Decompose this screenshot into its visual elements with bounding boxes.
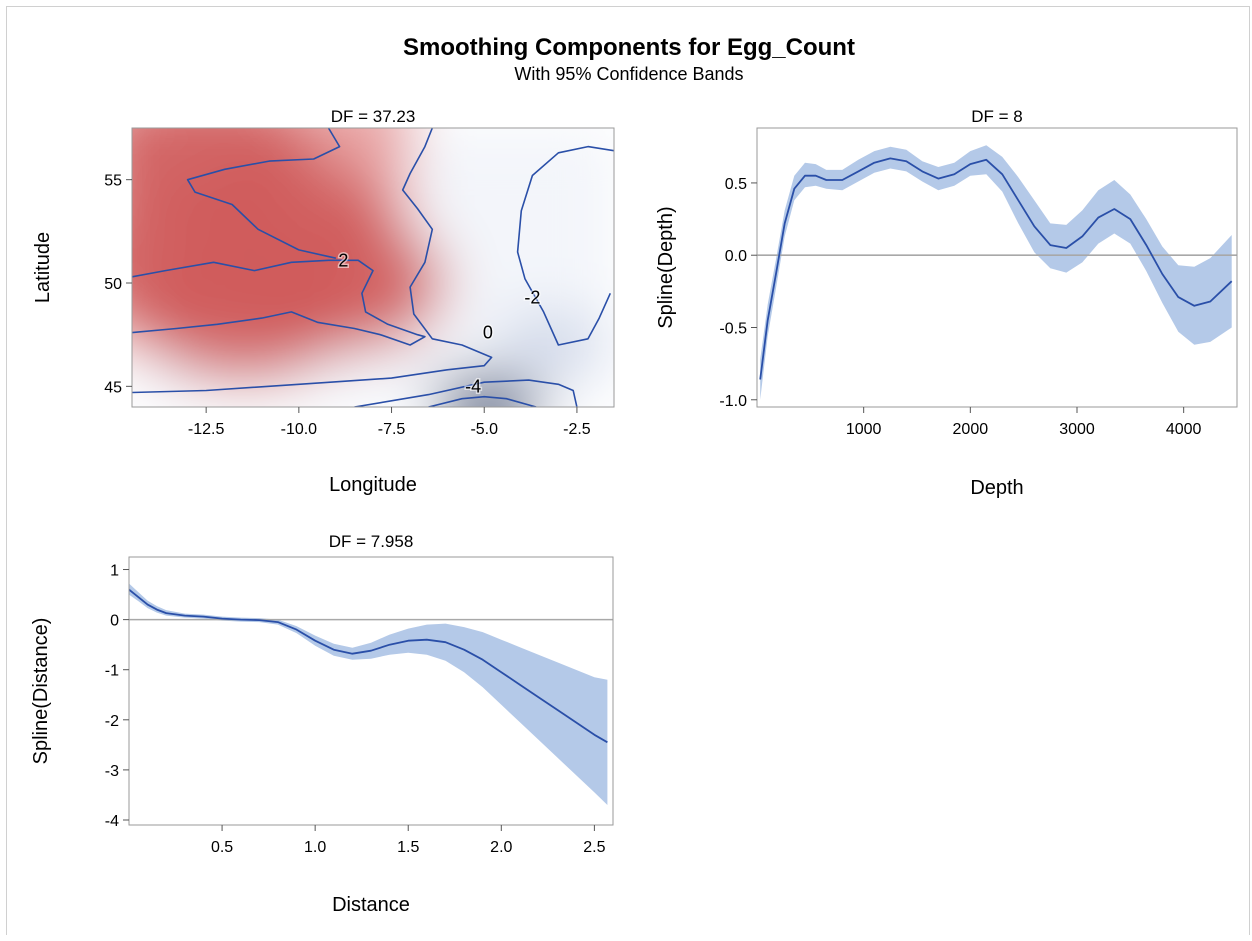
contour-label: 2 bbox=[338, 250, 348, 270]
contour-label: -2 bbox=[524, 287, 540, 307]
spline-curve bbox=[129, 588, 608, 744]
y-tick-label: -4 bbox=[105, 813, 119, 830]
x-tick-label: -10.0 bbox=[281, 421, 318, 438]
figure-title: Smoothing Components for Egg_Count bbox=[403, 34, 855, 61]
x-tick-label: -12.5 bbox=[188, 421, 225, 438]
contour-label: -4 bbox=[465, 376, 481, 396]
spline-curve bbox=[759, 157, 1233, 380]
x-tick-label: 2.0 bbox=[490, 839, 512, 856]
y-axis-label: Spline(Depth) bbox=[655, 206, 677, 328]
figure-frame: Smoothing Components for Egg_Count With … bbox=[6, 6, 1250, 935]
plot-area: 2 0 -2 -4 bbox=[132, 128, 614, 407]
y-tick-label: 55 bbox=[104, 173, 122, 190]
y-axis-label: Latitude bbox=[32, 232, 54, 303]
y-tick-label: 0.0 bbox=[725, 248, 747, 265]
heatmap-panel-longitude-latitude: DF = 37.23 2 0 -2 -4 -12.5 -10.0 -7.5 -5.0 -2.5 45… bbox=[32, 107, 615, 496]
x-tick-label: 1.0 bbox=[304, 839, 326, 856]
x-tick-label: 3000 bbox=[1059, 421, 1095, 438]
contour-line bbox=[186, 128, 341, 259]
heatmap-low-region bbox=[495, 314, 606, 371]
x-axis-label: Longitude bbox=[329, 474, 417, 496]
y-tick-label: 0 bbox=[110, 613, 119, 630]
y-tick-label: -1.0 bbox=[719, 393, 747, 410]
contour-line bbox=[132, 259, 426, 346]
figure-canvas: Smoothing Components for Egg_Count With … bbox=[30, 34, 1238, 916]
plot-frame bbox=[128, 556, 614, 826]
y-axis-label: Spline(Distance) bbox=[30, 618, 52, 765]
contour-line bbox=[516, 145, 614, 346]
heatmap-high-region bbox=[170, 151, 391, 291]
y-tick-label: 0.5 bbox=[725, 176, 747, 193]
plot-frame bbox=[131, 127, 615, 408]
contour-label: 0 bbox=[483, 323, 493, 343]
plot-area bbox=[757, 128, 1237, 407]
line-panel-depth: DF = 8 1000 2000 3000 4000 0.5 0.0 -0.5 -1.0 Dept… bbox=[655, 107, 1238, 499]
panel-title: DF = 37.23 bbox=[331, 107, 416, 126]
x-tick-label: 2.5 bbox=[583, 839, 605, 856]
contour-line bbox=[354, 379, 578, 407]
y-tick-label: -2 bbox=[105, 713, 119, 730]
x-tick-label: -7.5 bbox=[378, 421, 406, 438]
y-tick-label: 50 bbox=[104, 276, 122, 293]
x-tick-label: 0.5 bbox=[211, 839, 233, 856]
line-panel-distance: DF = 7.958 0.5 1.0 1.5 2.0 2.5 1 0 -1 -2 -3 -4 Dista… bbox=[30, 532, 614, 916]
x-axis-label: Distance bbox=[332, 894, 410, 916]
x-tick-label: 4000 bbox=[1166, 421, 1202, 438]
confidence-band bbox=[129, 583, 608, 805]
x-axis-label: Depth bbox=[970, 477, 1023, 499]
y-tick-label: 1 bbox=[110, 563, 119, 580]
contour-line bbox=[132, 128, 493, 394]
plot-area bbox=[129, 557, 613, 825]
figure-subtitle: With 95% Confidence Bands bbox=[514, 64, 743, 84]
y-tick-label: -1 bbox=[105, 663, 119, 680]
plot-frame bbox=[756, 127, 1238, 408]
y-tick-label: -0.5 bbox=[719, 320, 747, 337]
x-tick-label: 1000 bbox=[846, 421, 882, 438]
x-tick-label: 1.5 bbox=[397, 839, 419, 856]
panel-title: DF = 8 bbox=[971, 107, 1023, 126]
x-tick-label: 2000 bbox=[953, 421, 989, 438]
x-tick-label: -5.0 bbox=[470, 421, 498, 438]
y-tick-label: -3 bbox=[105, 763, 119, 780]
y-tick-label: 45 bbox=[104, 379, 122, 396]
x-tick-label: -2.5 bbox=[563, 421, 591, 438]
panel-title: DF = 7.958 bbox=[329, 532, 414, 551]
contour-line bbox=[428, 395, 537, 407]
